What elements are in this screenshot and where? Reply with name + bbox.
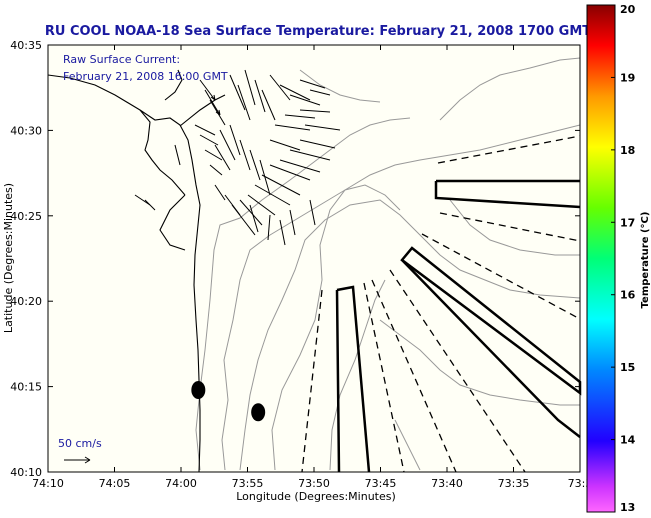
markers bbox=[191, 381, 266, 422]
y-tick-label: 40:10 bbox=[10, 466, 42, 479]
colorbar-gradient bbox=[586, 4, 616, 513]
x-tick-label: 74:10 bbox=[32, 477, 64, 490]
y-tick-label: 40:15 bbox=[10, 381, 42, 394]
colorbar-tick-label: 14 bbox=[620, 434, 636, 447]
bathymetry-contours bbox=[195, 57, 581, 471]
colorbar-ticks: 13 14 15 16 17 18 19 20 bbox=[611, 3, 636, 514]
colorbar-tick-label: 13 bbox=[620, 501, 635, 514]
current-vectors bbox=[134, 69, 341, 246]
colorbar-tick-label: 18 bbox=[620, 144, 635, 157]
x-tick-label: 73:50 bbox=[298, 477, 330, 490]
plot-background bbox=[48, 45, 580, 472]
plot-area: 50 cm/s Raw Surface Current: February 21… bbox=[47, 44, 582, 473]
annotation-line-2: February 21, 2008 16:00 GMT bbox=[63, 70, 228, 83]
x-tick-label: 73:55 bbox=[232, 477, 264, 490]
colorbar-label: Temperature (°C) bbox=[640, 212, 651, 309]
y-tick-label: 40:20 bbox=[10, 295, 42, 308]
scale-arrow-head bbox=[84, 456, 91, 464]
colorbar-tick-label: 17 bbox=[620, 216, 635, 229]
coastline bbox=[47, 69, 226, 473]
x-tick-label: 74:00 bbox=[165, 477, 197, 490]
colorbar-tick-label: 15 bbox=[620, 361, 635, 374]
scale-label: 50 cm/s bbox=[58, 437, 102, 450]
scale-legend: 50 cm/s bbox=[58, 437, 102, 464]
y-tick-label: 40:30 bbox=[10, 124, 42, 137]
annotation-line-1: Raw Surface Current: bbox=[63, 53, 180, 66]
y-tick-label: 40:35 bbox=[10, 39, 42, 52]
x-tick-label: 73:40 bbox=[431, 477, 463, 490]
colorbar: 13 14 15 16 17 18 19 20 Temperature (°C) bbox=[586, 3, 651, 514]
x-tick-label: 74:05 bbox=[99, 477, 131, 490]
colorbar-tick-label: 16 bbox=[620, 289, 636, 302]
dashed-lines bbox=[301, 135, 581, 473]
chart-title: RU COOL NOAA-18 Sea Surface Temperature:… bbox=[45, 24, 591, 39]
colorbar-tick-label: 19 bbox=[620, 71, 635, 84]
y-tick-label: 40:25 bbox=[10, 210, 42, 223]
x-axis-label: Longitude (Degrees:Minutes) bbox=[236, 490, 396, 503]
marker-dot bbox=[251, 403, 266, 422]
x-tick-label: 73:3 bbox=[568, 477, 593, 490]
marker-dot bbox=[191, 381, 206, 400]
x-tick-label: 73:35 bbox=[498, 477, 530, 490]
colorbar-tick-label: 20 bbox=[620, 3, 636, 16]
y-axis-label: Latitude (Degrees:Minutes) bbox=[2, 183, 15, 333]
x-axis: 74:10 74:05 74:00 73:55 73:50 73:45 73:40 73:35… bbox=[32, 45, 592, 490]
x-tick-label: 73:45 bbox=[365, 477, 397, 490]
y-axis: 40:10 40:15 40:20 40:25 40:30 40:35 bbox=[10, 39, 580, 479]
